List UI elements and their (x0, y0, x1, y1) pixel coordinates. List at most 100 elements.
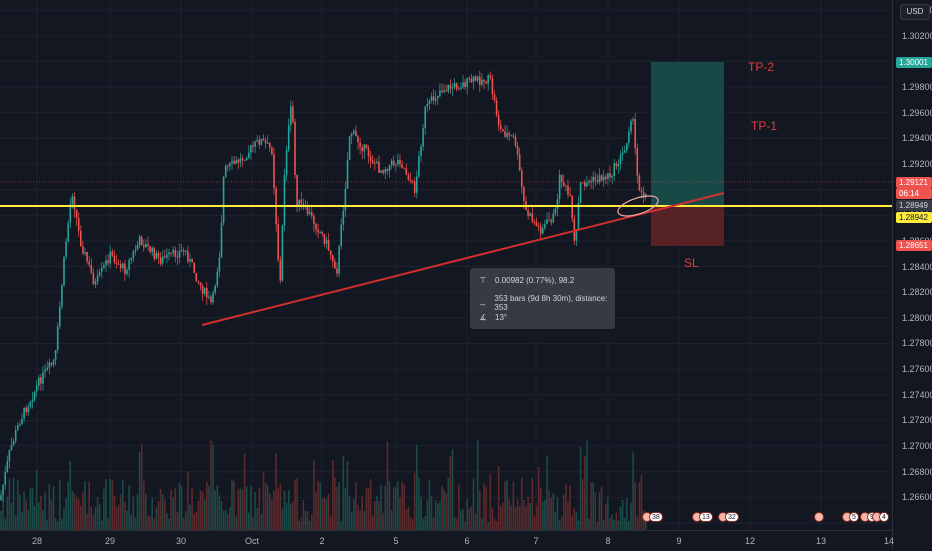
candle-body (138, 236, 141, 245)
volume-bar (109, 478, 111, 530)
volume-bar (19, 494, 21, 530)
candle-body (248, 152, 250, 159)
volume-bar (88, 481, 90, 530)
volume-bar (138, 451, 141, 530)
time-scale[interactable]: 28 29 30 Oct 2 5 6 7 8 9 12 13 14 (0, 530, 894, 551)
candle-body (193, 262, 195, 274)
volume-bar (573, 508, 576, 530)
time-tick: 2 (319, 536, 325, 546)
volume-bar (462, 509, 464, 530)
candle-body (117, 263, 120, 265)
candle-body (539, 226, 542, 234)
volume-bar (210, 440, 212, 530)
chart-pane[interactable]: TP-2 TP-1 SL ⊤ 0.00982 (0.77%), 98.2 ↔ 3… (0, 0, 892, 530)
volume-bar (445, 493, 447, 530)
volume-bar (468, 508, 471, 530)
candle-body (6, 460, 9, 472)
candle-body (605, 176, 607, 179)
candle-body (613, 163, 615, 176)
candle-body (119, 264, 122, 269)
event-marker[interactable] (814, 512, 824, 522)
candle-body (218, 257, 221, 272)
volume-bar (273, 490, 275, 530)
price-scale[interactable]: 1.304001.302001.300001.298001.296001.294… (892, 0, 932, 550)
candle-body (12, 440, 15, 445)
candle-body (369, 156, 372, 161)
volume-bar (401, 481, 403, 530)
volume-bar (69, 461, 72, 530)
volume-bar (384, 485, 387, 530)
volume-bar (420, 496, 422, 530)
candle-body (443, 90, 445, 93)
candle-body (590, 180, 592, 183)
candle-body (86, 252, 88, 262)
volume-bar (548, 490, 550, 530)
candle-body (243, 159, 246, 161)
volume-bar (451, 448, 454, 530)
candle-body (348, 136, 351, 161)
candle-body (298, 199, 300, 206)
loss-zone[interactable] (651, 206, 724, 246)
candle-body (451, 87, 454, 89)
candle-body (426, 103, 429, 107)
candle-body (563, 182, 565, 186)
volume-bar (233, 481, 235, 530)
event-marker[interactable]: 4 (872, 512, 889, 522)
candle-body (600, 175, 603, 181)
volume-bars (0, 439, 647, 530)
volume-bar (443, 489, 445, 530)
event-marker[interactable]: 13 (692, 512, 713, 522)
volume-bar (308, 520, 311, 530)
volume-bar (12, 477, 15, 530)
candle-body (592, 176, 594, 183)
volume-bar (285, 503, 288, 530)
chart-canvas[interactable] (0, 0, 892, 530)
candle-body (187, 250, 189, 262)
measure-bars-range: 353 bars (9d 8h 30m), distance: 353 (494, 294, 608, 312)
time-tick: 5 (393, 536, 399, 546)
candle-body (332, 255, 334, 262)
volume-bar (617, 520, 620, 530)
volume-bar (231, 479, 233, 530)
candle-body (468, 77, 471, 79)
candle-body (166, 254, 168, 258)
volume-bar (143, 480, 145, 530)
currency-button[interactable]: USD (900, 4, 930, 20)
volume-bar (640, 474, 643, 530)
volume-bar (170, 489, 172, 530)
candle-body (449, 85, 452, 89)
profit-zone[interactable] (651, 62, 724, 206)
volume-bar (374, 501, 376, 530)
candle-body (25, 407, 27, 413)
candle-body (250, 145, 252, 153)
candle-body (14, 430, 17, 441)
event-marker[interactable]: 5 (842, 512, 859, 522)
volume-bar (269, 493, 271, 530)
volume-bar (630, 502, 632, 530)
price-tick: 1.27600 (902, 364, 932, 375)
candle-body (611, 175, 613, 178)
volume-bar (25, 499, 27, 530)
candle-body (101, 267, 103, 272)
volume-bar (596, 521, 599, 530)
volume-bar (531, 477, 534, 530)
highlight-ellipse[interactable] (616, 192, 661, 220)
candle-body (82, 246, 84, 254)
volume-bar (527, 496, 529, 530)
candle-body (470, 78, 473, 83)
candle-body (630, 120, 632, 132)
candle-body (481, 79, 483, 85)
candle-body (294, 121, 296, 175)
volume-bar (206, 481, 208, 530)
event-marker[interactable]: 38 (642, 512, 663, 522)
candle-body (182, 250, 185, 252)
candle-body (542, 228, 544, 234)
candle-body (407, 174, 410, 181)
event-marker[interactable]: 32 (718, 512, 739, 522)
candle-body (418, 156, 420, 177)
volume-bar (321, 498, 324, 530)
bid-price-label: 1.28942 (896, 212, 932, 223)
candle-body (428, 100, 431, 104)
volume-bar (241, 489, 244, 530)
volume-bar (23, 491, 25, 530)
